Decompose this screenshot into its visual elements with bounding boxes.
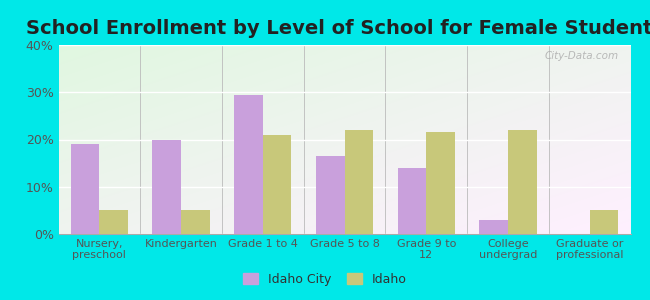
Bar — [590, 210, 618, 234]
Bar — [344, 130, 373, 234]
Bar — [398, 168, 426, 234]
Bar — [153, 140, 181, 234]
Bar — [181, 210, 210, 234]
Bar — [99, 210, 128, 234]
Bar — [479, 220, 508, 234]
Bar — [234, 94, 263, 234]
Bar — [426, 132, 455, 234]
Bar — [263, 135, 291, 234]
Bar — [508, 130, 536, 234]
Title: School Enrollment by Level of School for Female Students: School Enrollment by Level of School for… — [25, 19, 650, 38]
Text: City-Data.com: City-Data.com — [545, 51, 619, 61]
Legend: Idaho City, Idaho: Idaho City, Idaho — [239, 268, 411, 291]
Bar — [71, 144, 99, 234]
Bar — [316, 156, 344, 234]
